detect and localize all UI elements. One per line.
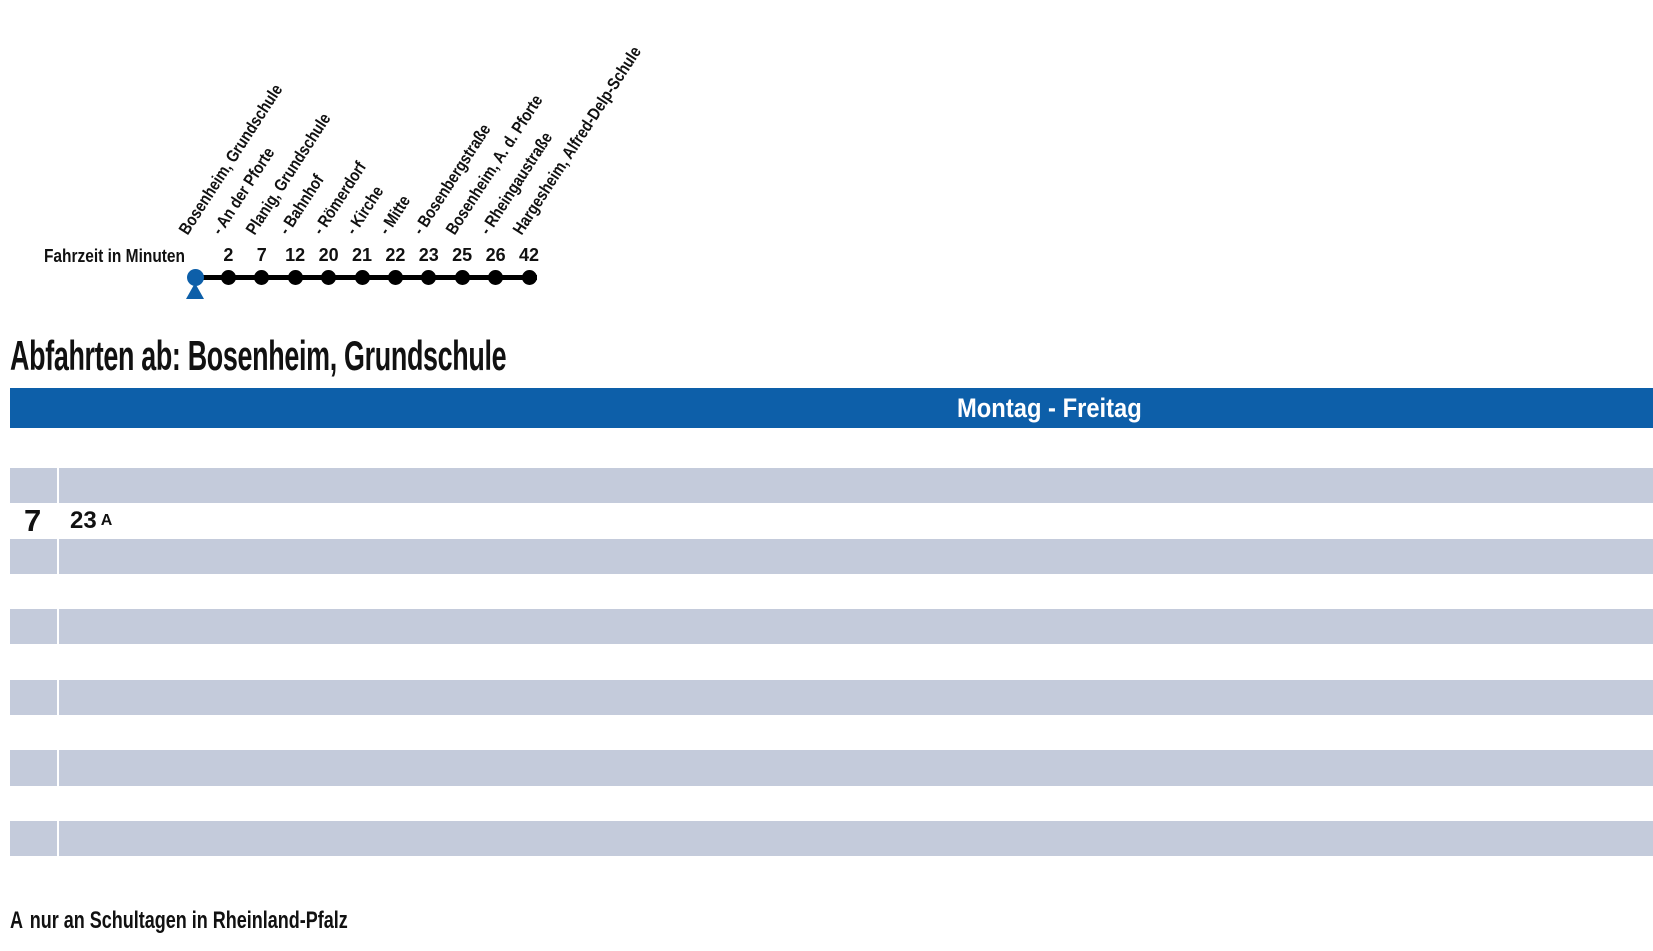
- footnote-text: nur an Schultagen in Rheinland-Pfalz: [29, 907, 348, 934]
- route-stop-dot: [287, 269, 303, 285]
- minutes-cell: [59, 468, 1653, 504]
- timetable-row: [10, 750, 1653, 786]
- timetable-row: [10, 644, 1653, 679]
- hour-label: 7: [24, 502, 42, 538]
- hour-cell: [10, 750, 57, 786]
- route-stop-dot: [220, 269, 236, 285]
- minutes-cell: 23 A: [59, 503, 1653, 538]
- timetable-row: [10, 538, 1653, 574]
- route-stop-dot: [321, 269, 337, 285]
- travel-time-value: 2: [223, 245, 234, 265]
- hour-cell: [10, 609, 57, 645]
- hour-cell: 7: [10, 503, 57, 538]
- departure-note: A: [100, 511, 113, 529]
- page-title: Abfahrten ab: Bosenheim, Grundschule: [10, 332, 507, 379]
- route-stop-dot: [254, 269, 270, 285]
- route-stop-dot: [488, 269, 504, 285]
- stop-name-label: Hargesheim, Alfred-Delp-Schule: [509, 42, 645, 239]
- route-stop-dot: [521, 269, 537, 285]
- day-header-label: Montag - Freitag: [957, 392, 1142, 423]
- footnote-marker: A: [10, 907, 24, 934]
- travel-time-value: 23: [418, 245, 439, 265]
- timetable-row: [10, 574, 1653, 609]
- timetable-row: [10, 820, 1653, 857]
- travel-time-value: 22: [385, 245, 406, 265]
- travel-time-value: 7: [256, 245, 267, 265]
- travel-time-value: 20: [318, 245, 339, 265]
- minutes-cell: [59, 715, 1653, 750]
- travel-time-value: 12: [285, 245, 306, 265]
- hour-cell: [10, 786, 57, 821]
- minutes-cell: [59, 644, 1653, 679]
- timetable-row: [10, 679, 1653, 716]
- timetable-row: 7 23 A: [10, 503, 1653, 538]
- departures-table: 7 23 A: [10, 468, 1653, 857]
- hour-cell: [10, 715, 57, 750]
- departure-minute: 23: [70, 506, 97, 534]
- minutes-cell: [59, 679, 1653, 716]
- travel-time-value: 26: [485, 245, 506, 265]
- minutes-cell: [59, 574, 1653, 609]
- start-triangle-icon: [185, 283, 204, 299]
- route-stop-dot: [421, 269, 437, 285]
- route-start-dot: [186, 268, 204, 286]
- travel-time-value: 42: [518, 245, 540, 265]
- hour-cell: [10, 679, 57, 716]
- minutes-cell: [59, 786, 1653, 821]
- timetable-row: [10, 609, 1653, 645]
- minutes-cell: [59, 609, 1653, 645]
- timetable-row: [10, 786, 1653, 821]
- route-stop-dot: [354, 269, 370, 285]
- day-header-bar: Montag - Freitag: [10, 388, 1653, 428]
- minutes-cell: [59, 820, 1653, 857]
- travel-time-value: 21: [351, 245, 373, 265]
- timetable-row: [10, 468, 1653, 504]
- minutes-cell: [59, 538, 1653, 574]
- fahrzeit-label: Fahrzeit in Minuten: [43, 246, 185, 266]
- hour-cell: [10, 644, 57, 679]
- route-stop-dot: [387, 269, 403, 285]
- route-stop-dot: [454, 269, 470, 285]
- minutes-cell: [59, 750, 1653, 786]
- timetable-row: [10, 715, 1653, 750]
- hour-cell: [10, 538, 57, 574]
- hour-cell: [10, 468, 57, 504]
- hour-cell: [10, 574, 57, 609]
- hour-cell: [10, 820, 57, 857]
- travel-time-value: 25: [452, 245, 473, 265]
